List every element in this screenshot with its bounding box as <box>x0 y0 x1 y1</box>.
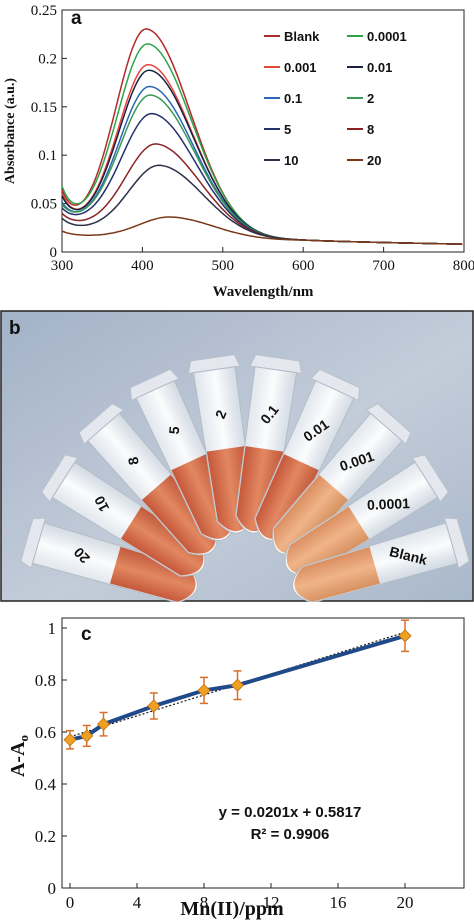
panel-label-a: a <box>71 8 82 29</box>
plot-area-frame <box>61 9 465 253</box>
legend-entry: 20 <box>367 153 381 168</box>
r-squared: R² = 0.9906 <box>251 826 330 843</box>
tube-cap <box>411 454 449 503</box>
tube-cap <box>310 368 361 402</box>
tube-liquid <box>120 506 204 576</box>
tube-label: 0.0001 <box>367 495 411 513</box>
legend-entry: 0.0001 <box>367 29 407 44</box>
data-point <box>63 733 77 747</box>
spectrum-line <box>61 28 463 245</box>
y-tick-label: 0 <box>48 879 57 898</box>
tube-cap <box>249 354 303 375</box>
tube: 0.0001 <box>284 454 449 577</box>
spectrum-line <box>61 85 463 245</box>
plot-area-frame-c <box>61 617 465 889</box>
data-point <box>80 729 94 743</box>
x-tick-label: 4 <box>133 893 142 912</box>
data-point <box>96 717 111 731</box>
data-point <box>230 678 245 692</box>
spectrum-line <box>61 63 463 245</box>
y-axis-label-c-main: A-A <box>7 741 29 777</box>
x-axis-label-c: Mn(II)/ppm <box>180 898 284 920</box>
tube-cap <box>129 368 180 402</box>
tube-label: 5 <box>166 426 183 435</box>
legend-entry: 0.1 <box>284 91 302 106</box>
tube-liquid <box>294 546 380 602</box>
fit-equation: y = 0.0201x + 0.5817 <box>219 804 362 821</box>
legend-entry: 2 <box>367 91 374 106</box>
legend-entry: 0.001 <box>284 60 317 75</box>
y-tick-label: 0.25 <box>31 3 57 19</box>
tube: 0.01 <box>254 368 361 541</box>
x-tick-label: 700 <box>372 258 395 274</box>
y-tick-label: 0.2 <box>35 827 56 846</box>
tube-liquid <box>286 506 370 576</box>
x-tick-label: 400 <box>131 258 154 274</box>
tube: 0.001 <box>272 402 412 556</box>
y-axis-label: Absorbance (a.u.) <box>3 78 18 185</box>
tube-label: 8 <box>125 455 142 466</box>
x-tick-label: 600 <box>292 258 315 274</box>
legend-entry: 10 <box>284 153 298 168</box>
tube-cap <box>20 517 47 569</box>
tube-cap <box>78 402 125 446</box>
tube-cap <box>365 402 412 446</box>
y-tick-label: 0.05 <box>31 197 57 213</box>
absorbance-chart: a 00.050.10.150.20.25 300 400 500 600 700 800… <box>3 3 474 300</box>
tube: 8 <box>78 402 218 556</box>
y-axis-label-c-sub: o <box>16 735 31 742</box>
y-tick-label: 0.6 <box>35 723 56 742</box>
x-tick-label: 20 <box>397 893 414 912</box>
y-tick-label: 0.15 <box>31 100 57 116</box>
fit-trendline <box>69 631 406 738</box>
tube-liquid <box>273 474 349 554</box>
x-tick-label: 0 <box>66 893 75 912</box>
y-tick-label: 1 <box>48 619 57 638</box>
tube: 10 <box>41 454 206 577</box>
calibration-chart: c 0 0.2 0.4 0.6 0.8 1 0 4 8 12 16 20 y = 0.0201x +… <box>7 617 465 920</box>
y-tick-label: 0.1 <box>38 148 57 164</box>
tube: Blank <box>292 517 470 602</box>
y-axis-label-c: A-Ao <box>7 735 31 777</box>
y-tick-label: 0.8 <box>35 671 56 690</box>
x-tick-label: 300 <box>51 258 74 274</box>
tube-cap <box>187 354 241 375</box>
data-point <box>398 629 412 643</box>
spectrum-line <box>61 43 463 245</box>
panel-label-b: b <box>9 318 21 339</box>
x-tick-label: 12 <box>263 893 280 912</box>
data-point <box>147 699 161 713</box>
tube: 0.1 <box>235 354 303 534</box>
spectrum-line <box>61 143 463 245</box>
legend-entry: 8 <box>367 122 374 137</box>
x-tick-label: 800 <box>453 258 474 274</box>
y-tick-label: 0 <box>50 245 58 261</box>
x-axis-label: Wavelength/nm <box>213 284 314 300</box>
data-point <box>197 683 211 697</box>
x-tick-label: 500 <box>212 258 235 274</box>
spectrum-line <box>61 164 463 245</box>
panel-label-c: c <box>81 624 92 645</box>
tube-liquid <box>255 454 319 539</box>
x-tick-label: 8 <box>200 893 209 912</box>
spectrum-line <box>61 216 463 245</box>
tube-label: 10 <box>91 493 112 514</box>
x-tick-label: 16 <box>330 893 347 912</box>
legend-entry: 5 <box>284 122 291 137</box>
legend-entry: 0.01 <box>367 60 392 75</box>
tube-liquid <box>110 546 196 602</box>
legend-entry: Blank <box>284 29 320 44</box>
y-tick-label: 0.2 <box>38 51 57 67</box>
tube-cap <box>443 517 470 569</box>
tube-cap <box>41 454 79 503</box>
y-tick-label: 0.4 <box>35 775 57 794</box>
tube-liquid <box>141 474 217 554</box>
tube: 20 <box>20 517 198 602</box>
